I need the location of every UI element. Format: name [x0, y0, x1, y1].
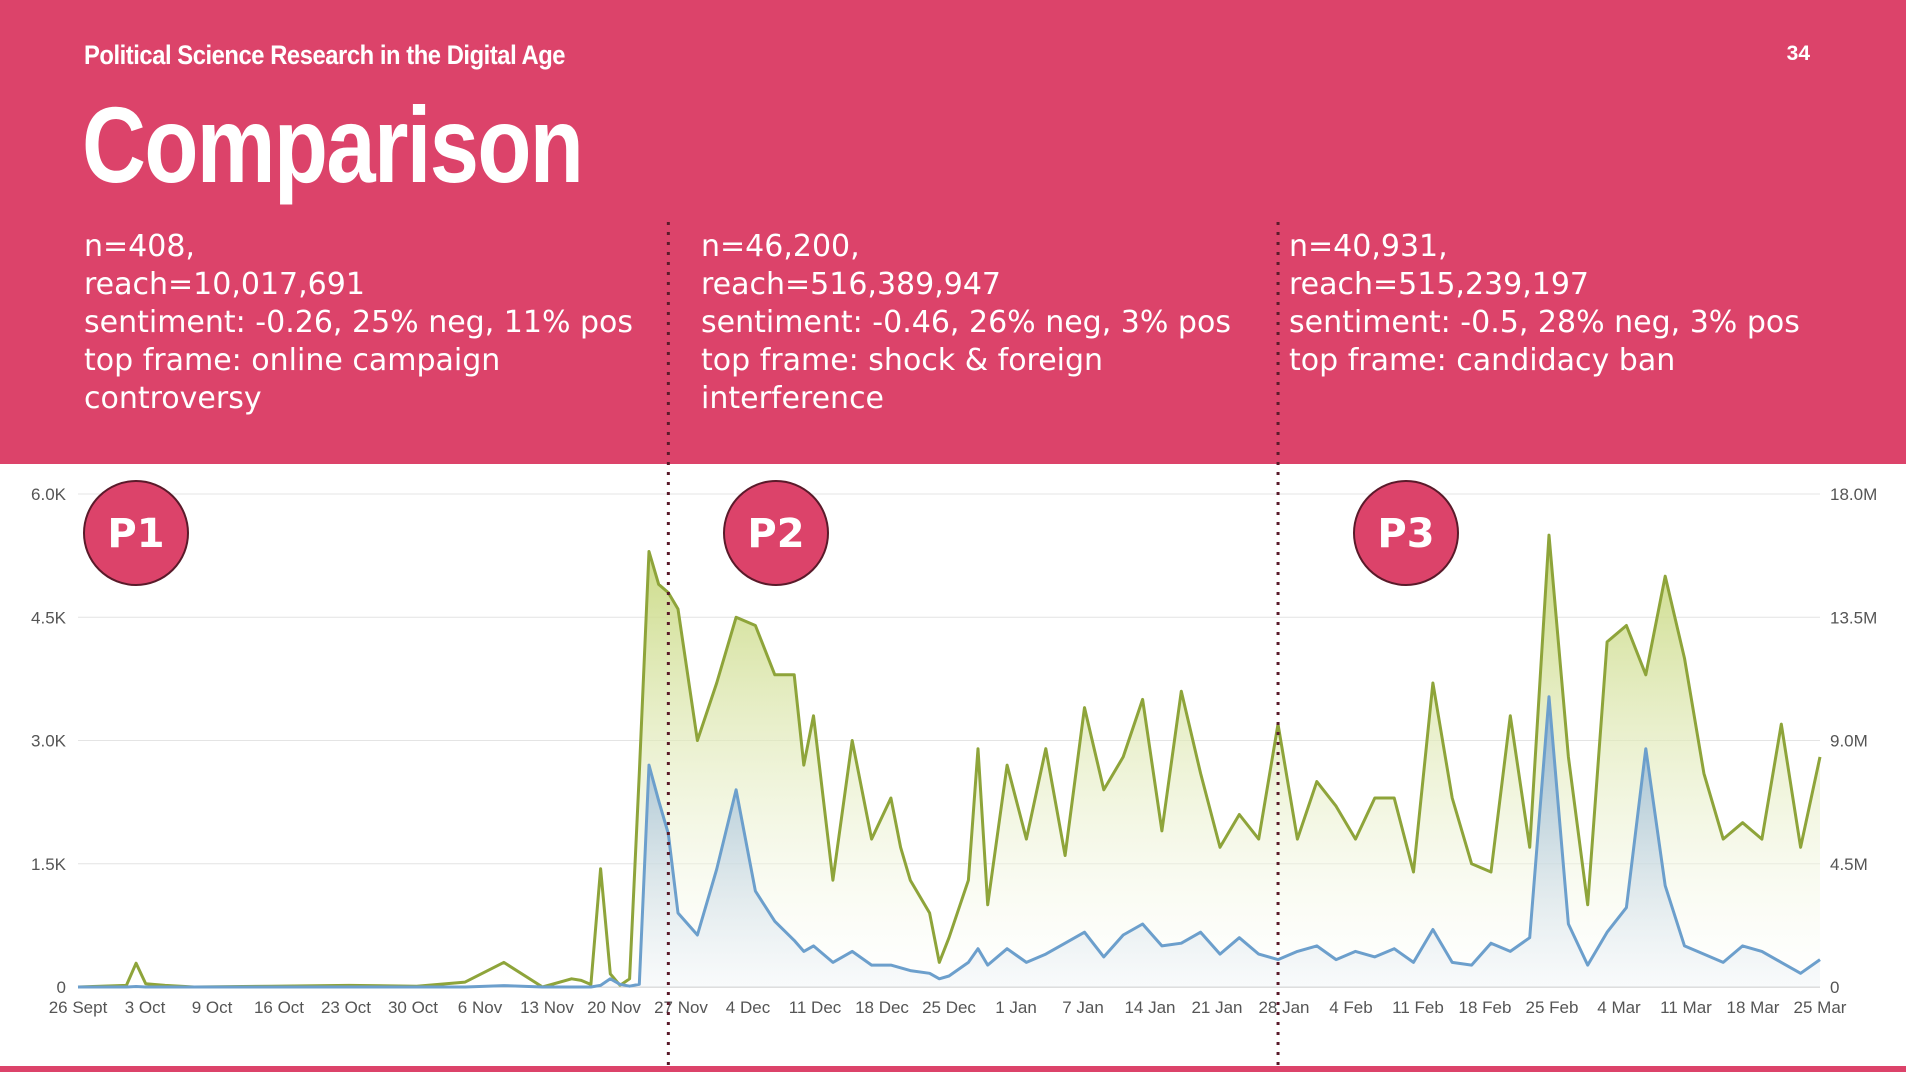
x-tick-label: 25 Mar: [1794, 998, 1847, 1017]
y-right-tick-label: 0: [1830, 978, 1839, 997]
period-3-stat-line: sentiment: -0.5, 28% neg, 3% pos: [1289, 305, 1800, 340]
period-3-stat-line: reach=515,239,197: [1289, 267, 1590, 302]
y-right-tick-label: 18.0M: [1830, 485, 1877, 504]
period-dividers: [666, 222, 1280, 1072]
period-badge-p3: P3: [1353, 480, 1459, 586]
x-tick-label: 16 Oct: [254, 998, 304, 1017]
x-tick-label: 13 Nov: [520, 998, 574, 1017]
x-tick-label: 18 Feb: [1459, 998, 1512, 1017]
period-2-stat-line: reach=516,389,947: [701, 267, 1002, 302]
x-tick-label: 7 Jan: [1062, 998, 1104, 1017]
x-tick-label: 30 Oct: [388, 998, 438, 1017]
period-1-stat-line: reach=10,017,691: [84, 267, 365, 302]
x-tick-label: 11 Feb: [1392, 998, 1444, 1017]
header-banner: [0, 0, 1906, 464]
x-tick-label: 11 Mar: [1660, 998, 1712, 1017]
period-badge-circle: [83, 480, 189, 586]
x-tick-label: 26 Sept: [49, 998, 108, 1017]
x-tick-label: 11 Dec: [789, 998, 842, 1017]
y-right-tick-label: 4.5M: [1830, 855, 1868, 874]
period-badge-circle: [1353, 480, 1459, 586]
period-badge-label: P2: [747, 511, 804, 557]
period-badge-p2: P2: [723, 480, 829, 586]
x-tick-label: 1 Jan: [995, 998, 1037, 1017]
x-tick-label: 21 Jan: [1191, 998, 1242, 1017]
period-2-stat-line: n=46,200,: [701, 229, 860, 264]
y-right-tick-label: 13.5M: [1830, 608, 1877, 627]
y-left-tick-label: 1.5K: [31, 855, 67, 874]
x-tick-label: 14 Jan: [1124, 998, 1175, 1017]
period-badge-label: P3: [1377, 511, 1434, 557]
period-badge-circle: [723, 480, 829, 586]
x-tick-label: 18 Mar: [1727, 998, 1780, 1017]
x-tick-label: 6 Nov: [458, 998, 503, 1017]
x-tick-label: 25 Feb: [1526, 998, 1579, 1017]
mentions-series-line: [77, 533, 1822, 989]
bottom-bar: [0, 1066, 1906, 1072]
y-left-tick-label: 6.0K: [31, 485, 67, 504]
period-3-stat-line: top frame: candidacy ban: [1289, 343, 1676, 378]
x-tick-label: 20 Nov: [587, 998, 641, 1017]
period-1-stat-line: n=408,: [84, 229, 195, 264]
x-tick-label: 28 Jan: [1258, 998, 1309, 1017]
x-tick-label: 25 Dec: [922, 998, 976, 1017]
period-2-stat-line: sentiment: -0.46, 26% neg, 3% pos: [701, 305, 1231, 340]
period-3-stats: n=40,931, reach=515,239,197 sentiment: -…: [1289, 228, 1849, 380]
y-left-tick-label: 0: [57, 978, 66, 997]
x-tick-label: 4 Mar: [1597, 998, 1641, 1017]
period-1-stat-line: sentiment: -0.26, 25% neg, 11% pos: [84, 305, 634, 340]
mentions-series-area: [78, 535, 1820, 987]
period-1-stat-line: top frame: online campaign: [84, 343, 501, 378]
period-badge-label: P1: [107, 511, 164, 557]
y-right-tick-label: 9.0M: [1830, 732, 1868, 751]
slide-heading: Comparison: [82, 84, 584, 205]
page-number: 34: [1786, 42, 1810, 65]
left-axis: 0 1.5K 3.0K 4.5K 6.0K: [31, 485, 67, 997]
period-2-stat-line: top frame: shock & foreign: [701, 343, 1104, 378]
x-tick-label: 9 Oct: [192, 998, 233, 1017]
period-badges: P1 P2 P3: [83, 480, 1459, 586]
series-group: [77, 533, 1822, 989]
period-2-stat-line: interference: [701, 381, 885, 416]
y-left-tick-label: 3.0K: [31, 732, 67, 751]
x-tick-label: 27 Nov: [654, 998, 708, 1017]
x-axis: 26 Sept 3 Oct 9 Oct 16 Oct 23 Oct 30 Oct 6 Nov…: [49, 998, 1847, 1017]
right-axis: 0 4.5M 9.0M 13.5M 18.0M: [1830, 485, 1877, 997]
x-tick-label: 4 Feb: [1329, 998, 1372, 1017]
period-1-stats: n=408, reach=10,017,691 sentiment: -0.26…: [84, 228, 644, 418]
period-3-stat-line: n=40,931,: [1289, 229, 1448, 264]
x-tick-label: 3 Oct: [125, 998, 166, 1017]
y-left-tick-label: 4.5K: [31, 608, 67, 627]
x-tick-label: 18 Dec: [855, 998, 909, 1017]
x-tick-label: 23 Oct: [321, 998, 371, 1017]
period-2-stats: n=46,200, reach=516,389,947 sentiment: -…: [701, 228, 1261, 418]
reach-series-line: [78, 695, 1821, 989]
period-1-stat-line: controversy: [84, 381, 262, 416]
x-tick-label: 4 Dec: [726, 998, 771, 1017]
period-badge-p1: P1: [83, 480, 189, 586]
reach-series-area: [78, 696, 1820, 987]
deck-title: Political Science Research in the Digita…: [84, 40, 566, 70]
